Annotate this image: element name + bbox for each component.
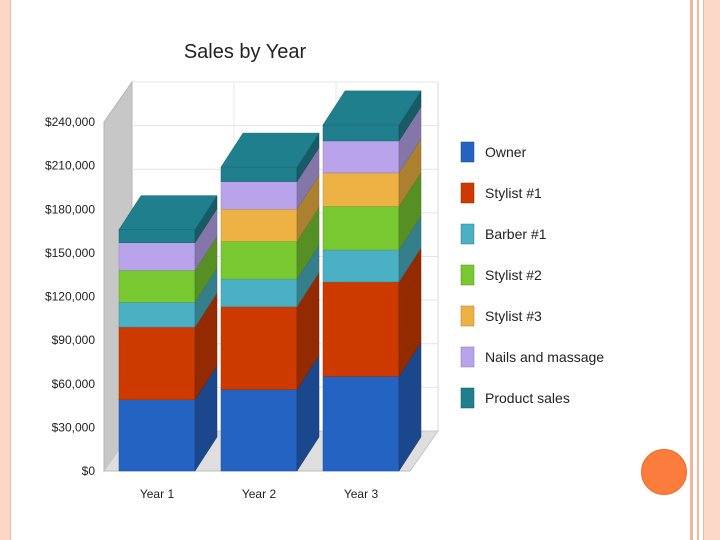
decorative-circle xyxy=(641,449,687,495)
bar-top xyxy=(220,132,320,168)
legend-label: Nails and massage xyxy=(485,349,604,365)
bar-segment xyxy=(322,206,400,251)
bar-segment xyxy=(322,376,400,472)
chart-title: Sales by Year xyxy=(184,41,307,63)
y-tick-label: $90,000 xyxy=(52,333,96,347)
x-tick-label: Year 2 xyxy=(242,487,277,501)
bar-segment xyxy=(118,270,196,303)
legend-swatch xyxy=(460,264,475,286)
legend-swatch xyxy=(460,223,475,245)
bar-segment xyxy=(220,240,298,280)
bar-segment xyxy=(220,389,298,472)
slide-border-left xyxy=(0,0,11,540)
y-tick-label: $240,000 xyxy=(45,115,95,129)
slide-border-right xyxy=(703,0,720,540)
x-tick-label: Year 1 xyxy=(140,487,175,501)
slide-border-right-line xyxy=(697,0,699,540)
legend-label: Owner xyxy=(485,144,527,160)
bar-segment xyxy=(322,124,400,142)
legend-swatch xyxy=(460,387,475,409)
legend-swatch xyxy=(460,141,475,163)
bar-top xyxy=(118,195,218,230)
bar-segment xyxy=(118,399,196,472)
legend-label: Stylist #1 xyxy=(485,185,542,201)
legend-label: Stylist #2 xyxy=(485,267,542,283)
bar-segment xyxy=(118,242,196,271)
y-tick-label: $180,000 xyxy=(45,202,95,216)
y-tick-label: $60,000 xyxy=(52,377,96,391)
bar-segment xyxy=(220,181,298,210)
bar-segment xyxy=(118,326,196,400)
bar-segment xyxy=(118,229,196,243)
legend-label: Stylist #3 xyxy=(485,308,542,324)
bar-top xyxy=(322,90,422,126)
y-tick-label: $30,000 xyxy=(52,420,96,434)
bar-segment xyxy=(118,302,196,328)
legend-swatch xyxy=(460,182,475,204)
y-tick-label: $0 xyxy=(82,464,96,478)
legend-swatch xyxy=(460,346,475,368)
bar-segment xyxy=(220,306,298,390)
y-tick-label: $150,000 xyxy=(45,246,95,260)
bar-segment xyxy=(220,209,298,242)
bar-segment xyxy=(220,166,298,182)
bar-segment xyxy=(322,140,400,174)
y-tick-label: $210,000 xyxy=(45,159,95,173)
x-tick-label: Year 3 xyxy=(344,487,379,501)
bar-segment xyxy=(220,278,298,307)
bar-segment xyxy=(322,281,400,377)
legend-label: Product sales xyxy=(485,390,570,406)
slide-border-right-line xyxy=(690,0,693,540)
bar-segment xyxy=(322,249,400,283)
legend-label: Barber #1 xyxy=(485,226,547,242)
bar-segment xyxy=(322,172,400,207)
legend-swatch xyxy=(460,305,475,327)
y-tick-label: $120,000 xyxy=(45,290,95,304)
